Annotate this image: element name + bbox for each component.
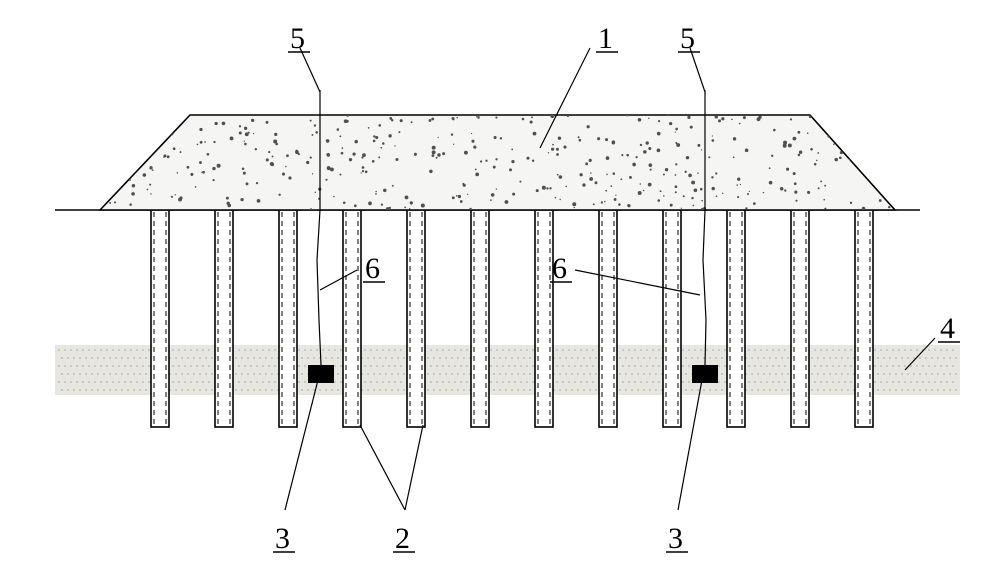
stratum-band xyxy=(55,345,960,395)
pile xyxy=(855,210,873,427)
label-number: 5 xyxy=(680,22,695,55)
pile xyxy=(791,210,809,427)
label-number: 2 xyxy=(395,522,410,555)
label-2: 2 xyxy=(360,425,423,555)
pile xyxy=(151,210,169,427)
pile xyxy=(407,210,425,427)
label-number: 6 xyxy=(552,252,567,285)
pile xyxy=(727,210,745,427)
pile xyxy=(663,210,681,427)
pile xyxy=(535,210,553,427)
label-5: 5 xyxy=(678,22,705,92)
pile xyxy=(599,210,617,427)
label-5: 5 xyxy=(288,22,320,92)
pile xyxy=(215,210,233,427)
label-number: 5 xyxy=(290,22,305,55)
sensor xyxy=(692,365,718,383)
pile xyxy=(471,210,489,427)
pile xyxy=(343,210,361,427)
label-number: 1 xyxy=(598,22,613,55)
pile xyxy=(279,210,297,427)
label-number: 3 xyxy=(668,522,683,555)
embankment xyxy=(100,114,895,211)
sensor xyxy=(308,365,334,383)
label-number: 6 xyxy=(365,252,380,285)
label-number: 3 xyxy=(275,522,290,555)
label-number: 4 xyxy=(940,312,955,345)
